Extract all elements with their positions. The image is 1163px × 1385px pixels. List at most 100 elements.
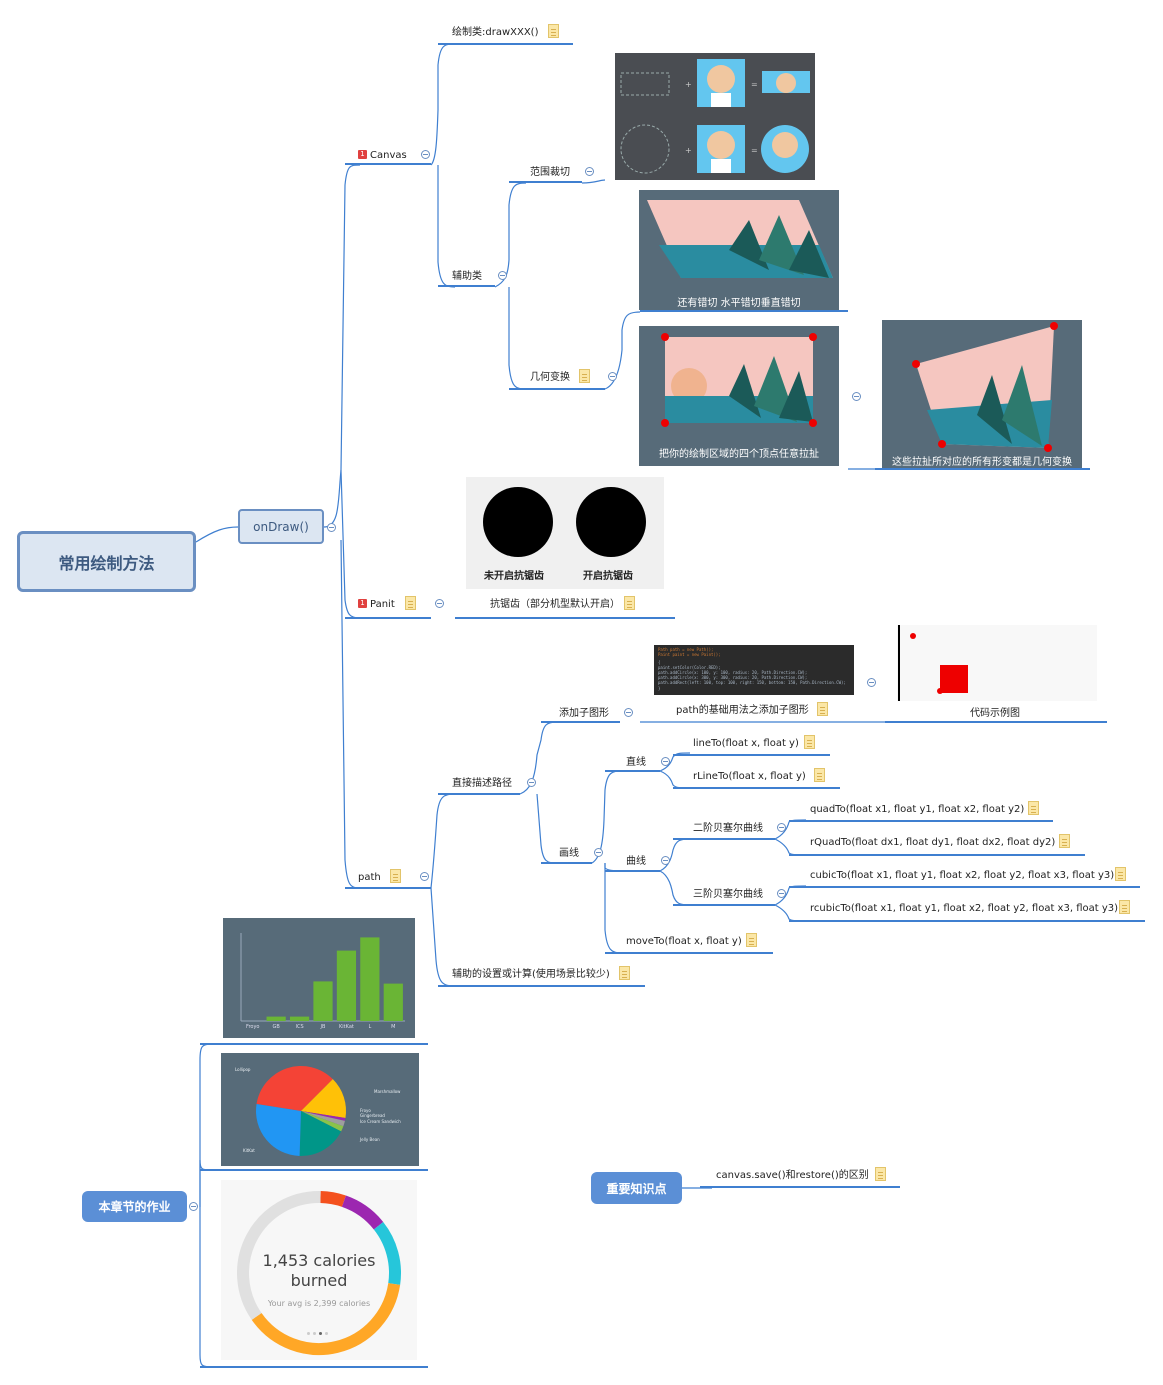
cubic-underline (673, 904, 775, 906)
homework-collapse-icon[interactable] (189, 1202, 198, 1211)
path-collapse-icon[interactable] (420, 872, 429, 881)
lineto-note-icon[interactable] (804, 735, 815, 749)
pie-slice (256, 1066, 333, 1111)
clip-label[interactable]: 范围裁切 (530, 167, 570, 178)
draw-class-underline (438, 43, 573, 45)
helper-underline (438, 285, 495, 287)
ondraw-node[interactable]: onDraw() (238, 509, 324, 544)
root-node[interactable]: 常用绘制方法 (17, 531, 196, 592)
direct-path-collapse-icon[interactable] (527, 778, 536, 787)
svg-text:+: + (685, 146, 692, 155)
quad-label[interactable]: 二阶贝塞尔曲线 (693, 823, 763, 834)
cubicto-label[interactable]: cubicTo(float x1, float y1, float x2, fl… (810, 870, 1115, 881)
ring-segment (320, 1191, 346, 1207)
rcubicto-label[interactable]: rcubicTo(float x1, float y1, float x2, f… (810, 903, 1119, 914)
helper-calc-label[interactable]: 辅助的设置或计算(使用场景比较少) (452, 969, 610, 980)
skew-underline (640, 310, 848, 312)
helper-calc-note-icon[interactable] (619, 966, 630, 980)
moveto-label[interactable]: moveTo(float x, float y) (626, 936, 742, 947)
draw-line-label[interactable]: 画线 (559, 848, 579, 859)
transform-illustration[interactable]: 这些拉扯所对应的所有形变都是几何变换 (882, 320, 1082, 468)
curve-collapse-icon[interactable] (661, 856, 670, 865)
cubic-label[interactable]: 三阶贝塞尔曲线 (693, 889, 763, 900)
canvas-label[interactable]: Canvas (370, 150, 407, 161)
curve-label[interactable]: 曲线 (626, 856, 646, 867)
antialias-note-icon[interactable] (624, 596, 635, 610)
rquadto-underline (789, 854, 1085, 856)
paint-priority-icon: 1 (358, 599, 367, 608)
bar-chart-panel[interactable]: Froyo GB ICS JB KitKat L M (223, 918, 415, 1038)
rcubicto-note-icon[interactable] (1119, 900, 1130, 914)
path-note-icon[interactable] (390, 869, 401, 883)
helper-label[interactable]: 辅助类 (452, 271, 482, 282)
rquadto-label[interactable]: rQuadTo(float dx1, float dy1, float dx2,… (810, 837, 1056, 848)
ondraw-collapse-icon[interactable] (327, 523, 336, 532)
paint-collapse-icon[interactable] (435, 599, 444, 608)
quadto-label[interactable]: quadTo(float x1, float y1, float x2, flo… (810, 804, 1025, 815)
example-label[interactable]: 代码示例图 (970, 708, 1020, 719)
straight-label[interactable]: 直线 (626, 757, 646, 768)
geom-collapse-icon[interactable] (608, 372, 617, 381)
antialias-illustration[interactable]: 未开启抗锯齿 开启抗锯齿 (466, 477, 664, 589)
code-line-2: { (658, 660, 661, 665)
skew-illustration[interactable]: 还有错切 水平错切垂直错切 (639, 190, 839, 310)
bar (266, 1016, 286, 1021)
paint-label[interactable]: Panit (370, 599, 395, 610)
draw-class-note-icon[interactable] (548, 24, 559, 38)
code-line-7: } (658, 686, 661, 691)
ring-value-text: 1,453 calories (262, 1251, 376, 1270)
example-illustration[interactable] (897, 625, 1097, 701)
add-sub-label[interactable]: 添加子图形 (559, 708, 609, 719)
key-node[interactable]: 重要知识点 (591, 1172, 682, 1204)
rquadto-note-icon[interactable] (1059, 834, 1070, 848)
homework-node[interactable]: 本章节的作业 (82, 1191, 187, 1222)
pie-slice (301, 1111, 346, 1121)
root-title: 常用绘制方法 (58, 553, 155, 573)
lineto-label[interactable]: lineTo(float x, float y) (693, 738, 799, 749)
antialias-label[interactable]: 抗锯齿（部分机型默认开启） (490, 599, 620, 610)
ring-dot-1 (307, 1332, 310, 1335)
moveto-underline (605, 952, 773, 954)
straight-collapse-icon[interactable] (661, 757, 670, 766)
antialias-illustration-svg (483, 487, 646, 557)
add-sub-collapse-icon[interactable] (624, 708, 633, 717)
homework-label: 本章节的作业 (98, 1200, 171, 1214)
basic-usage-note-icon[interactable] (817, 702, 828, 716)
geom-note-icon[interactable] (579, 369, 590, 383)
path-label[interactable]: path (358, 872, 381, 883)
save-restore-note-icon[interactable] (875, 1167, 886, 1181)
transform-illustration-svg (912, 322, 1058, 452)
stretch-illustration[interactable]: 把你的绘制区域的四个顶点任意拉扯 (639, 326, 839, 466)
pie-label: Jelly Bean (359, 1137, 380, 1142)
save-restore-label[interactable]: canvas.save()和restore()的区别 (716, 1170, 869, 1181)
basic-usage-label[interactable]: path的基础用法之添加子图形 (676, 705, 809, 716)
rlineto-note-icon[interactable] (814, 768, 825, 782)
example-illustration-svg (898, 625, 968, 701)
clip-collapse-icon[interactable] (585, 167, 594, 176)
code-line-1: Paint paint = new Paint(); (658, 652, 721, 657)
rlineto-label[interactable]: rLineTo(float x, float y) (693, 771, 806, 782)
geom-label[interactable]: 几何变换 (530, 372, 570, 383)
antialias-underline (455, 617, 675, 619)
cubic-collapse-icon[interactable] (777, 889, 786, 898)
cubicto-note-icon[interactable] (1115, 867, 1126, 881)
quad-underline (673, 838, 775, 840)
lineto-underline (673, 754, 830, 756)
ring-chart-panel[interactable]: 1,453 calories burned Your avg is 2,399 … (221, 1180, 417, 1360)
code-screenshot[interactable]: Path path = new Path(); Paint paint = ne… (654, 645, 854, 695)
rcubicto-underline (789, 920, 1145, 922)
quadto-note-icon[interactable] (1028, 801, 1039, 815)
draw-line-collapse-icon[interactable] (594, 848, 603, 857)
helper-collapse-icon[interactable] (498, 271, 507, 280)
moveto-note-icon[interactable] (746, 933, 757, 947)
pie-chart-panel[interactable]: Lollipop Marshmallow Froyo Gingerbread Ice C… (221, 1053, 419, 1166)
direct-path-label[interactable]: 直接描述路径 (452, 778, 512, 789)
basic-usage-collapse-icon[interactable] (867, 678, 876, 687)
stretch-collapse-icon[interactable] (852, 392, 861, 401)
quad-collapse-icon[interactable] (777, 823, 786, 832)
skew-caption: 还有错切 水平错切垂直错切 (677, 298, 801, 309)
canvas-collapse-icon[interactable] (421, 150, 430, 159)
paint-note-icon[interactable] (405, 596, 416, 610)
draw-class-label[interactable]: 绘制类:drawXXX() (452, 27, 539, 38)
geom-underline (509, 388, 605, 390)
